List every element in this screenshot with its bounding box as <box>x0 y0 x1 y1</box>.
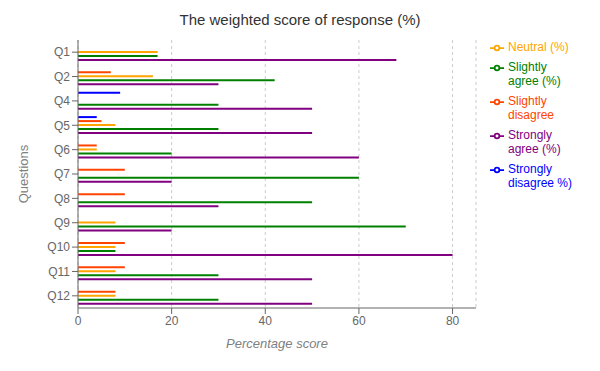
svg-text:Q6: Q6 <box>54 143 70 157</box>
svg-text:Q10: Q10 <box>47 240 70 254</box>
svg-text:Questions: Questions <box>16 144 31 203</box>
svg-text:Q8: Q8 <box>54 192 70 206</box>
html-text:Neutral (%): Neutral (%) <box>508 40 569 54</box>
svg-text:60: 60 <box>352 314 366 328</box>
svg-text:Percentage score: Percentage score <box>226 336 328 351</box>
html-text:Slightly agree (%): Slightly agree (%) <box>508 60 561 88</box>
svg-text:0: 0 <box>75 314 82 328</box>
html-text:Strongly disagree %): Strongly disagree %) <box>508 162 572 190</box>
html-text:Slightly disagree: Slightly disagree <box>508 94 554 122</box>
html-text:Strongly agree (%): Strongly agree (%) <box>508 128 561 156</box>
svg-text:Q5: Q5 <box>54 119 70 133</box>
svg-text:Q4: Q4 <box>54 94 70 108</box>
html-text:The weighted score of response: The weighted score of response (%) <box>179 11 421 28</box>
svg-text:Q7: Q7 <box>54 167 70 181</box>
svg-text:Q9: Q9 <box>54 216 70 230</box>
svg-text:Q11: Q11 <box>48 265 70 279</box>
svg-text:20: 20 <box>165 314 179 328</box>
svg-text:Q12: Q12 <box>47 289 70 303</box>
svg-text:40: 40 <box>259 314 273 328</box>
svg-text:Q1: Q1 <box>54 45 70 59</box>
svg-text:Q2: Q2 <box>54 70 70 84</box>
svg-text:80: 80 <box>446 314 460 328</box>
